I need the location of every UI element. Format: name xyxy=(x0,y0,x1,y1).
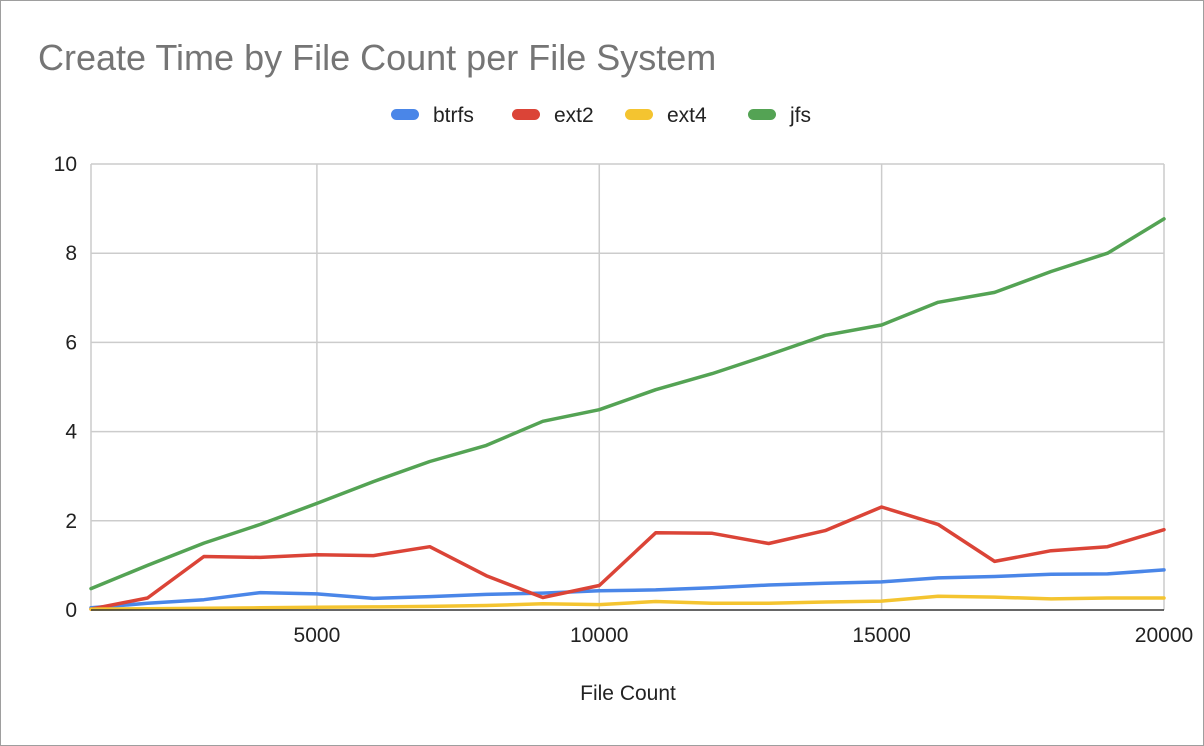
x-tick-label: 20000 xyxy=(1135,624,1193,647)
series-lines xyxy=(89,217,1166,611)
series-line-jfs xyxy=(89,217,1166,591)
y-tick-label: 0 xyxy=(65,599,77,622)
legend-swatch-btrfs xyxy=(391,109,419,120)
y-tick-label: 4 xyxy=(65,421,77,444)
legend-label-ext2: ext2 xyxy=(554,104,594,127)
tick-labels: 0 2 4 6 8 10 5000 10000 15000 20000 xyxy=(54,153,1194,647)
y-tick-label: 8 xyxy=(65,242,77,265)
legend-swatch-jfs xyxy=(748,109,776,120)
y-tick-label: 10 xyxy=(54,153,77,176)
x-tick-label: 10000 xyxy=(570,624,628,647)
y-tick-label: 6 xyxy=(65,331,77,354)
legend-swatch-ext4 xyxy=(625,109,653,120)
legend-label-jfs: jfs xyxy=(789,104,811,127)
series-line-ext2 xyxy=(89,505,1166,611)
legend: btrfs ext2 ext4 jfs xyxy=(391,104,811,127)
chart-title: Create Time by File Count per File Syste… xyxy=(38,37,716,78)
legend-label-ext4: ext4 xyxy=(667,104,707,127)
series-line-ext4 xyxy=(89,594,1166,611)
series-line-btrfs xyxy=(89,568,1166,610)
x-axis-title: File Count xyxy=(580,682,676,705)
legend-swatch-ext2 xyxy=(512,109,540,120)
y-tick-label: 2 xyxy=(65,510,77,533)
gridlines xyxy=(90,163,1165,610)
legend-label-btrfs: btrfs xyxy=(433,104,474,127)
x-tick-label: 5000 xyxy=(294,624,341,647)
x-tick-label: 15000 xyxy=(852,624,910,647)
